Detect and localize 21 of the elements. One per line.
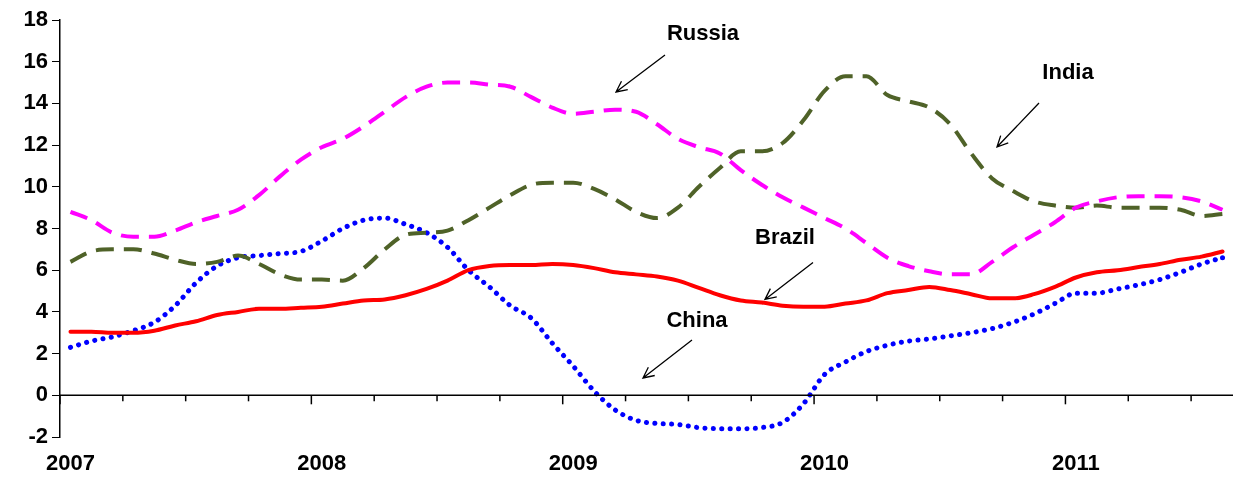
y-tick-label: 6 — [35, 256, 48, 282]
annotation: India — [1042, 59, 1094, 85]
x-tick-label: 2010 — [800, 450, 850, 476]
x-tick-label: 2007 — [46, 450, 95, 476]
y-tick-label: 16 — [23, 47, 48, 73]
y-tick-label: 10 — [23, 172, 48, 198]
x-tick-label: 2011 — [1052, 450, 1100, 476]
y-tick-label: 2 — [35, 339, 48, 365]
line-series — [68, 249, 1225, 335]
y-tick-label: 14 — [23, 89, 49, 115]
y-tick-label: 12 — [23, 131, 48, 157]
y-tick-label: 8 — [35, 214, 48, 240]
x-tick-label: 2008 — [297, 450, 347, 476]
annotation: China — [666, 307, 728, 333]
annotation: Brazil — [755, 224, 815, 251]
y-tick-label: 0 — [35, 381, 48, 407]
annotation: Russia — [666, 20, 740, 46]
x-tick-label: 2009 — [548, 450, 598, 476]
y-tick-label: 18 — [23, 6, 48, 32]
y-tick-label: 4 — [35, 297, 49, 323]
y-tick-label: -2 — [28, 423, 48, 449]
